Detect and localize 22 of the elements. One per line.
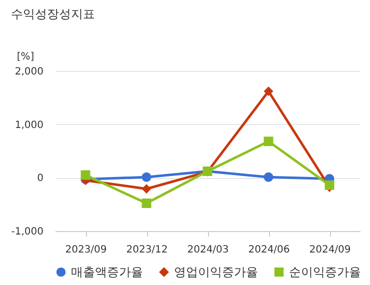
- point: [80, 170, 90, 180]
- x-tick-label: 2023/09: [65, 244, 107, 256]
- x-tick-label: 2024/03: [187, 244, 229, 256]
- y-tick-label: 2,000: [14, 66, 44, 78]
- point: [142, 172, 152, 182]
- chart-title: 수익성장성지표: [10, 7, 95, 21]
- y-tick-label: -1,000: [11, 226, 44, 238]
- legend-label: 영업이익증가율: [174, 265, 258, 280]
- point: [264, 86, 274, 96]
- y-tick-label: 0: [37, 173, 44, 184]
- point: [142, 184, 152, 194]
- y-axis-title: [%]: [16, 52, 34, 62]
- x-tick-label: 2024/06: [248, 244, 290, 256]
- point: [142, 198, 152, 208]
- point: [264, 136, 274, 146]
- legend-label: 매출액증가율: [71, 265, 143, 280]
- point: [264, 172, 274, 182]
- y-tick-label: 1,000: [14, 120, 44, 131]
- x-tick-label: 2023/12: [126, 244, 168, 256]
- legend-label: 순이익증가율: [289, 265, 361, 280]
- point: [324, 180, 334, 190]
- x-tick-label: 2024/09: [309, 244, 351, 256]
